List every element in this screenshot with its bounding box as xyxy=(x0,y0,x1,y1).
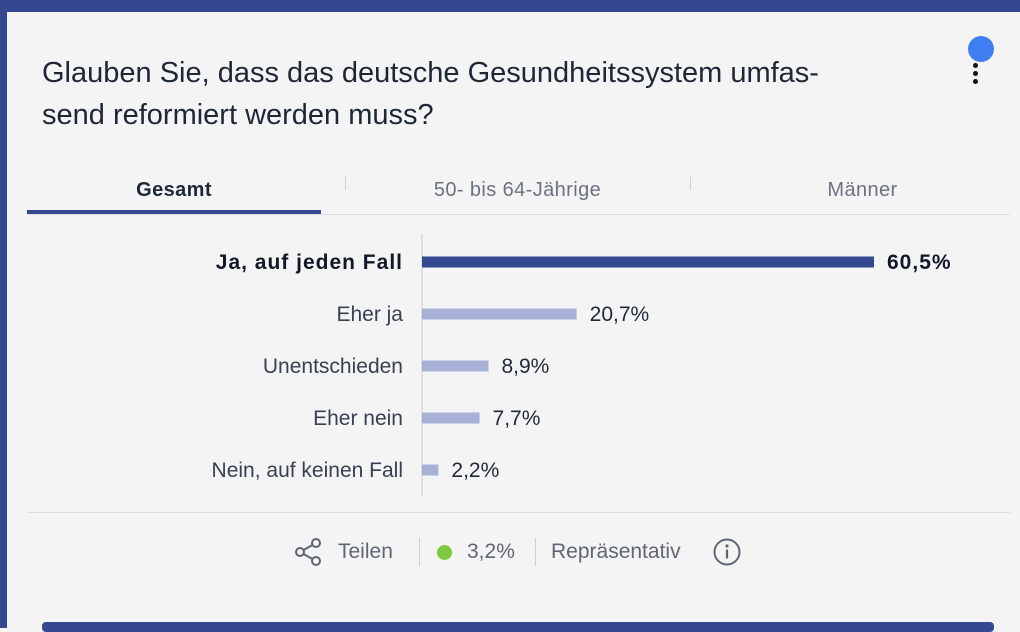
results-chart: Ja, auf jeden Fall 60,5% Eher ja 20,7% Unent… xyxy=(0,230,1020,500)
value-label: 7,7% xyxy=(493,407,541,430)
status-indicator xyxy=(437,545,452,560)
filter-tabs: Gesamt 50- bis 64-Jährige Männer xyxy=(27,170,1010,215)
poll-question-line-2: send reformiert werden muss? xyxy=(42,99,434,131)
more-options-icon[interactable] xyxy=(973,63,979,85)
tab-50-64[interactable]: 50- bis 64-Jährige xyxy=(433,179,602,201)
notification-dot xyxy=(968,36,994,62)
left-border xyxy=(0,0,7,628)
active-tab-indicator xyxy=(27,210,321,214)
value-label: 2,2% xyxy=(451,459,499,482)
value-label: 60,5% xyxy=(887,251,952,274)
bar xyxy=(422,308,577,320)
tab-separator xyxy=(345,176,346,190)
footer-divider xyxy=(27,512,1010,513)
category-label: Ja, auf jeden Fall xyxy=(216,251,403,274)
results-chart-svg: Ja, auf jeden Fall 60,5% Eher ja 20,7% Unent… xyxy=(212,234,952,496)
category-label: Eher ja xyxy=(336,303,403,326)
category-label: Unentschieden xyxy=(263,355,403,378)
bar xyxy=(422,360,489,372)
tab-gesamt[interactable]: Gesamt xyxy=(136,179,212,201)
value-label: 20,7% xyxy=(590,303,650,326)
tab-maenner[interactable]: Männer xyxy=(827,179,898,201)
tab-separator xyxy=(690,176,691,190)
share-icon xyxy=(295,538,321,566)
category-label: Eher nein xyxy=(313,407,403,430)
footer-separator xyxy=(535,538,536,566)
poll-question: Glauben Sie, dass das deutsche Gesundhei… xyxy=(42,52,922,136)
footer-separator xyxy=(419,538,420,566)
poll-footer: Teilen 3,2% Repräsentativ xyxy=(0,530,1020,574)
bar xyxy=(422,412,480,424)
value-label: 8,9% xyxy=(501,355,549,378)
share-label: Teilen xyxy=(338,540,393,563)
info-icon[interactable] xyxy=(712,537,742,567)
category-label: Nein, auf keinen Fall xyxy=(212,459,403,482)
poll-question-line-1: Glauben Sie, dass das deutsche Gesundhei… xyxy=(42,57,819,89)
next-card-edge xyxy=(42,622,994,632)
bar xyxy=(422,464,439,476)
poll-card xyxy=(7,12,1020,628)
top-border xyxy=(0,0,1020,12)
representative-label: Repräsentativ xyxy=(551,540,681,563)
error-margin: 3,2% xyxy=(467,540,515,563)
bar xyxy=(422,256,874,268)
